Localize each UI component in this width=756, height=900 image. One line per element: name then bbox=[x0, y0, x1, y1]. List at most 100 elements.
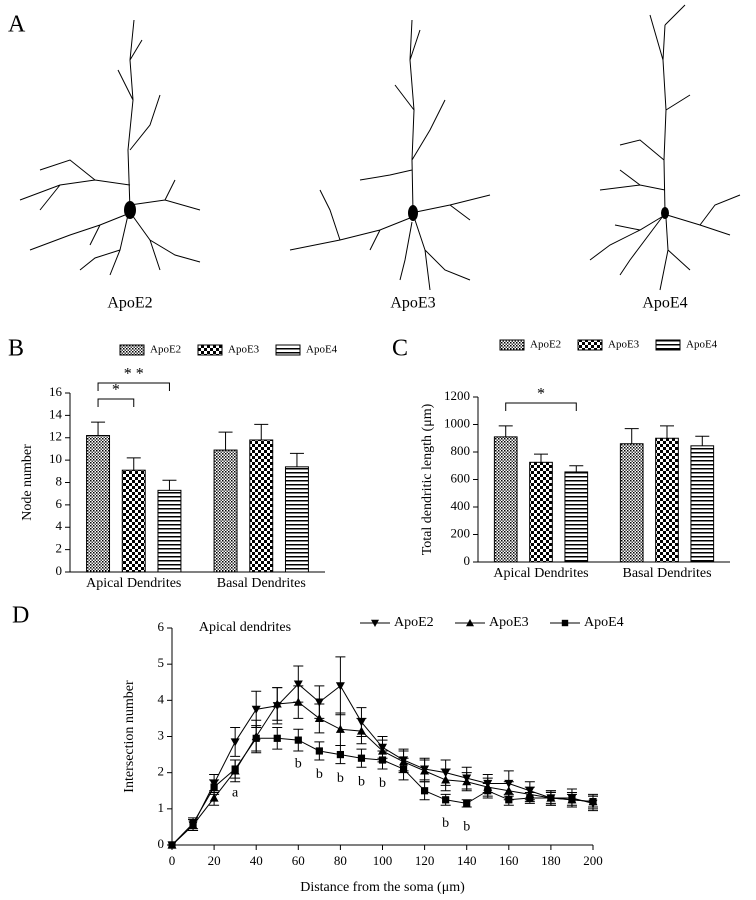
error-bar bbox=[91, 421, 106, 436]
data-point bbox=[272, 699, 282, 708]
y-tick-label: 800 bbox=[451, 443, 471, 458]
y-axis-title: Node number bbox=[20, 444, 35, 521]
legend-label: ApoE2 bbox=[150, 344, 181, 356]
bar bbox=[564, 471, 589, 563]
bar bbox=[213, 449, 238, 573]
significance-label: * * bbox=[124, 366, 144, 383]
x-axis-title: Distance from the soma (μm) bbox=[300, 880, 465, 895]
data-point bbox=[442, 796, 450, 804]
error-bar bbox=[624, 428, 639, 444]
y-tick-label: 12 bbox=[49, 429, 62, 444]
error-bar bbox=[289, 452, 304, 467]
data-point bbox=[189, 819, 197, 827]
error-bar bbox=[534, 453, 548, 463]
point-label: b bbox=[442, 816, 449, 831]
legend-marker bbox=[561, 619, 569, 627]
y-axis-title: Total dendritic length (μm) bbox=[420, 403, 435, 555]
data-point bbox=[210, 783, 218, 791]
data-point bbox=[209, 793, 219, 802]
data-point bbox=[357, 754, 366, 762]
data-point bbox=[356, 726, 366, 735]
y-axis-title: Intersection number bbox=[122, 680, 137, 793]
legend-swatch bbox=[655, 339, 681, 351]
error-bar bbox=[126, 457, 141, 471]
y-tick-label: 0 bbox=[158, 836, 165, 851]
y-tick-label: 0 bbox=[56, 563, 63, 578]
data-point bbox=[293, 680, 303, 689]
data-point bbox=[336, 750, 344, 759]
x-tick-label: 200 bbox=[583, 853, 603, 868]
bar bbox=[284, 466, 309, 573]
data-point bbox=[168, 841, 176, 849]
neuron-apoe3 bbox=[289, 19, 491, 291]
legend-label: ApoE4 bbox=[306, 344, 338, 356]
bar bbox=[493, 436, 518, 563]
y-tick-label: 4 bbox=[158, 691, 165, 706]
error-bar bbox=[695, 435, 710, 446]
data-point bbox=[463, 799, 471, 808]
data-point bbox=[314, 698, 324, 707]
significance-bracket bbox=[505, 402, 577, 411]
x-tick-label: 20 bbox=[208, 853, 221, 868]
data-point bbox=[399, 765, 408, 773]
y-tick-label: 16 bbox=[49, 384, 63, 399]
legend-swatch bbox=[197, 344, 223, 356]
x-tick-label: 120 bbox=[415, 853, 435, 868]
data-point bbox=[314, 713, 324, 723]
panel-label: D bbox=[12, 603, 29, 629]
bar bbox=[529, 461, 553, 563]
data-point bbox=[441, 775, 451, 784]
y-tick-label: 14 bbox=[49, 406, 63, 421]
x-tick-label: Apical Dendrites bbox=[86, 576, 181, 591]
x-tick-label: 100 bbox=[373, 853, 393, 868]
neuron-caption: ApoE4 bbox=[642, 295, 687, 312]
neuron-caption: ApoE3 bbox=[390, 295, 435, 312]
legend-swatch bbox=[577, 339, 603, 351]
legend-label: ApoE3 bbox=[608, 339, 640, 351]
point-label: b bbox=[337, 771, 344, 786]
x-tick-label: Basal Dendrites bbox=[217, 576, 306, 591]
data-point bbox=[231, 765, 239, 773]
bar bbox=[121, 469, 146, 573]
x-tick-label: 180 bbox=[541, 853, 561, 868]
y-tick-label: 10 bbox=[49, 451, 62, 466]
y-tick-label: 6 bbox=[158, 619, 165, 634]
data-point bbox=[568, 796, 576, 804]
y-tick-label: 6 bbox=[56, 496, 63, 511]
data-point bbox=[335, 724, 345, 733]
point-label: b bbox=[295, 756, 302, 771]
y-tick-label: 1 bbox=[158, 800, 165, 815]
legend-label: ApoE2 bbox=[394, 615, 434, 630]
error-bar bbox=[218, 431, 233, 451]
data-point bbox=[421, 787, 429, 795]
significance-bracket bbox=[97, 382, 170, 391]
neuron-apoe4 bbox=[589, 4, 741, 291]
y-tick-label: 1200 bbox=[444, 388, 470, 403]
y-tick-label: 4 bbox=[56, 518, 63, 533]
point-label: b bbox=[463, 820, 470, 835]
y-tick-label: 400 bbox=[451, 498, 471, 513]
data-point bbox=[547, 794, 555, 802]
y-tick-label: 3 bbox=[158, 727, 165, 742]
data-point bbox=[335, 682, 345, 691]
bar bbox=[86, 435, 111, 573]
point-label: b bbox=[316, 767, 323, 782]
y-tick-label: 8 bbox=[56, 473, 63, 488]
data-point bbox=[484, 787, 492, 795]
data-point bbox=[462, 777, 472, 786]
y-tick-label: 200 bbox=[451, 525, 471, 540]
legend-swatch bbox=[275, 344, 301, 356]
legend-label: ApoE4 bbox=[584, 615, 624, 630]
y-tick-label: 0 bbox=[464, 553, 471, 568]
bar bbox=[619, 443, 644, 563]
bar bbox=[157, 489, 182, 573]
data-point bbox=[273, 734, 281, 742]
point-label: b bbox=[358, 774, 365, 789]
panel-label: A bbox=[8, 12, 26, 38]
y-tick-label: 1000 bbox=[444, 415, 470, 430]
legend-label: ApoE4 bbox=[686, 339, 718, 351]
x-tick-label: 160 bbox=[499, 853, 519, 868]
x-tick-label: 40 bbox=[250, 853, 263, 868]
y-tick-label: 2 bbox=[158, 764, 165, 779]
